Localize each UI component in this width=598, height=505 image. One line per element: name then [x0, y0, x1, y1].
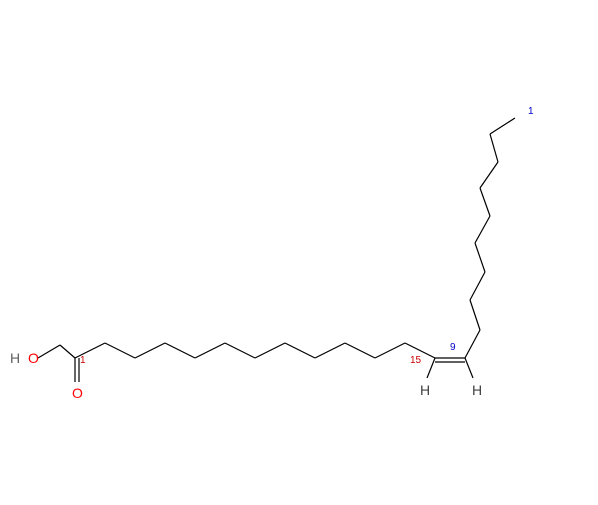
svg-text:O: O — [72, 385, 83, 401]
svg-text:H: H — [472, 382, 482, 398]
svg-text:9: 9 — [450, 342, 456, 353]
svg-text:O: O — [28, 350, 39, 366]
svg-text:H: H — [420, 382, 430, 398]
svg-text:15: 15 — [410, 355, 422, 366]
svg-text:1: 1 — [80, 355, 86, 366]
svg-text:H: H — [10, 350, 20, 366]
molecule-diagram: OHOHH11591 — [0, 0, 598, 505]
svg-text:1: 1 — [528, 106, 534, 117]
